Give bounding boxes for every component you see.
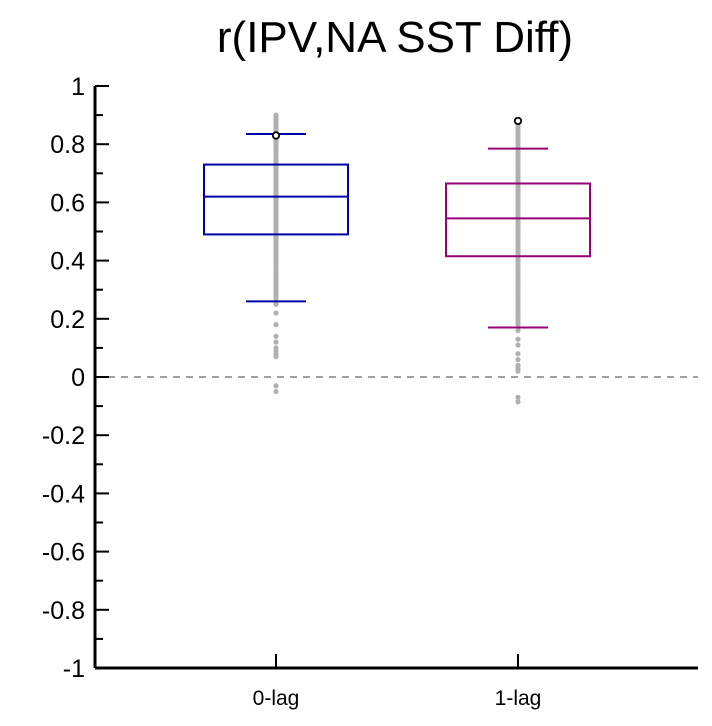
y-tick-label: 0.8: [50, 131, 85, 159]
y-tick-label: -0.2: [42, 422, 85, 450]
sample-point: [273, 388, 279, 395]
sample-point: [273, 383, 279, 389]
y-tick-label: -0.6: [42, 539, 85, 567]
box-1-lag: [445, 182, 591, 258]
sample-point: [273, 333, 279, 339]
sample-point: [273, 112, 279, 118]
box-0-lag: [203, 163, 349, 236]
y-tick-label: -0.4: [42, 480, 85, 508]
sample-point: [273, 339, 279, 345]
y-tick-label: -1: [63, 655, 85, 683]
sample-point: [515, 394, 521, 400]
x-tick-label: 1-lag: [495, 687, 542, 710]
y-tick-label: -0.8: [42, 597, 85, 625]
scatter-layer: [273, 112, 521, 405]
x-tick-label: 0-lag: [253, 687, 300, 710]
sample-point: [515, 351, 521, 357]
sample-point: [515, 327, 521, 334]
chart-title: r(IPV,NA SST Diff): [217, 13, 573, 62]
box-layer: [203, 116, 591, 329]
y-tick-label: 1: [71, 73, 85, 101]
y-tick-label: 0.2: [50, 306, 85, 334]
sample-point: [273, 354, 279, 360]
sample-point: [273, 301, 279, 307]
sample-point: [515, 336, 521, 342]
y-tick-label: 0.4: [50, 248, 85, 276]
sample-point: [515, 399, 521, 405]
sample-point: [515, 342, 521, 348]
sample-point: [515, 356, 521, 363]
outlier-marker: [513, 116, 523, 126]
y-tick-label: 0.6: [50, 189, 85, 217]
sample-point: [273, 322, 279, 328]
sample-point: [273, 310, 279, 316]
sample-point: [515, 368, 521, 374]
y-ticks: -1 -0.8 -0.6 -0.4 -0.2 0 0.2 0.4 0.6 0.8 1: [42, 73, 109, 683]
outlier-marker: [271, 131, 281, 140]
x-categories: 0-lag 1-lag: [253, 654, 542, 710]
y-tick-label: 0: [71, 364, 85, 392]
